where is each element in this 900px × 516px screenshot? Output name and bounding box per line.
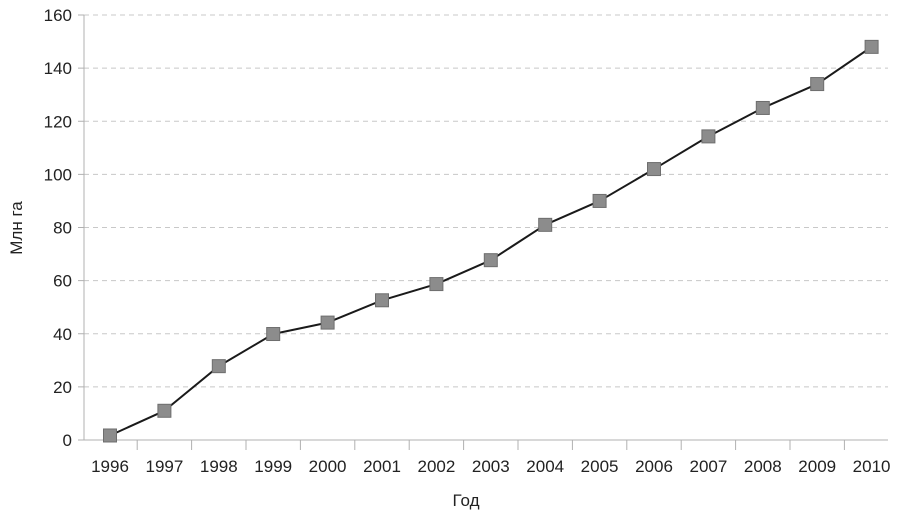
gridlines — [84, 14, 888, 388]
data-point-marker — [647, 162, 661, 177]
x-tick-label: 2003 — [472, 457, 510, 476]
x-axis-title: Год — [452, 491, 479, 510]
x-tick-label: 1998 — [200, 457, 238, 476]
axes — [78, 14, 888, 450]
y-tick-label: 100 — [44, 165, 72, 184]
y-axis-title: Млн га — [7, 201, 26, 255]
data-point-marker — [266, 327, 281, 342]
y-tick-label: 0 — [63, 431, 72, 450]
y-tick-label: 140 — [44, 59, 72, 78]
data-point-marker — [375, 293, 389, 308]
x-tick-labels: 1996 1997 1998 1999 2000 2001 2002 2003 2004 2005… — [91, 457, 890, 476]
data-point-marker — [157, 403, 172, 418]
x-tick-label: 2007 — [689, 457, 727, 476]
data-point-marker — [810, 77, 825, 92]
y-tick-label: 120 — [44, 112, 72, 131]
data-point-marker — [755, 100, 770, 115]
data-point-marker — [701, 129, 716, 144]
x-tick-label: 2001 — [363, 457, 401, 476]
y-tick-label: 80 — [53, 219, 72, 238]
x-tick-label: 2004 — [526, 457, 564, 476]
y-tick-labels: 0 20 40 60 80 100 120 140 160 — [44, 6, 72, 450]
x-tick-label: 2000 — [309, 457, 347, 476]
data-point-marker — [592, 193, 607, 208]
data-point-marker — [429, 277, 444, 292]
y-tick-label: 40 — [53, 325, 72, 344]
data-point-marker — [864, 39, 879, 54]
data-point-marker — [483, 253, 498, 268]
y-tick-label: 60 — [53, 272, 72, 291]
x-tick-label: 1999 — [254, 457, 292, 476]
series — [103, 39, 879, 443]
y-tick-label: 20 — [53, 378, 72, 397]
x-tick-label: 1997 — [145, 457, 183, 476]
x-tick-label: 2010 — [853, 457, 891, 476]
x-tick-label: 2006 — [635, 457, 673, 476]
x-tick-label: 2002 — [417, 457, 455, 476]
x-tick-label: 1996 — [91, 457, 129, 476]
data-point-marker — [211, 359, 226, 374]
x-tick-label: 2009 — [798, 457, 836, 476]
data-point-marker — [538, 217, 553, 232]
data-point-marker — [103, 428, 117, 443]
x-tick-label: 2005 — [581, 457, 619, 476]
y-tick-label: 160 — [44, 6, 72, 25]
data-point-marker — [320, 315, 335, 330]
x-tick-label: 2008 — [744, 457, 782, 476]
